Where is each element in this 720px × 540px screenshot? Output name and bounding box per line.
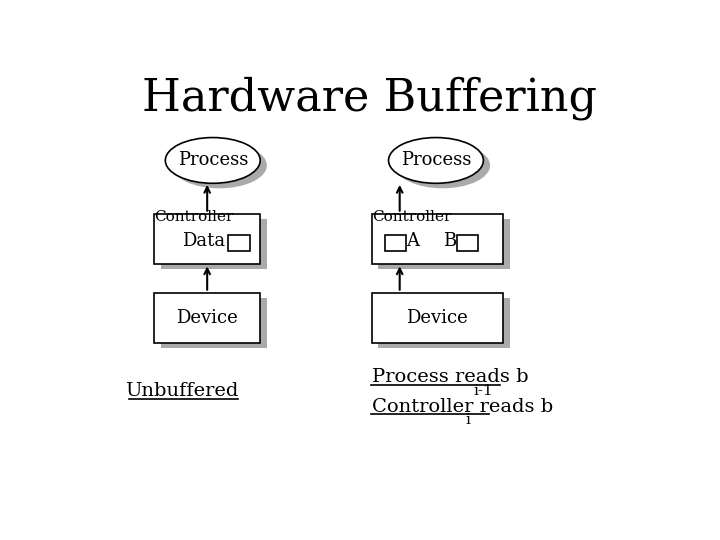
Text: Controller: Controller — [372, 210, 451, 224]
FancyBboxPatch shape — [161, 299, 267, 348]
FancyBboxPatch shape — [379, 219, 510, 269]
Text: Device: Device — [406, 309, 468, 327]
Text: Hardware Buffering: Hardware Buffering — [142, 76, 596, 120]
Text: Process reads b: Process reads b — [372, 368, 528, 387]
Ellipse shape — [172, 143, 267, 188]
Text: Device: Device — [176, 309, 238, 327]
Text: Process: Process — [178, 151, 248, 170]
Text: A: A — [406, 232, 419, 249]
FancyBboxPatch shape — [228, 235, 250, 251]
FancyBboxPatch shape — [161, 219, 267, 269]
Text: i: i — [465, 413, 470, 427]
FancyBboxPatch shape — [154, 294, 260, 343]
Ellipse shape — [395, 143, 490, 188]
FancyBboxPatch shape — [154, 214, 260, 265]
Text: i-1: i-1 — [474, 384, 494, 398]
Text: B: B — [444, 232, 456, 249]
FancyBboxPatch shape — [379, 299, 510, 348]
FancyBboxPatch shape — [372, 214, 503, 265]
Text: Process: Process — [401, 151, 471, 170]
Text: Unbuffered: Unbuffered — [125, 382, 239, 400]
Text: Data: Data — [182, 232, 225, 249]
FancyBboxPatch shape — [384, 235, 406, 251]
FancyBboxPatch shape — [457, 235, 478, 251]
Text: Controller: Controller — [154, 210, 233, 224]
Ellipse shape — [166, 138, 260, 183]
Text: Controller reads b: Controller reads b — [372, 397, 553, 416]
Ellipse shape — [389, 138, 483, 183]
FancyBboxPatch shape — [372, 294, 503, 343]
